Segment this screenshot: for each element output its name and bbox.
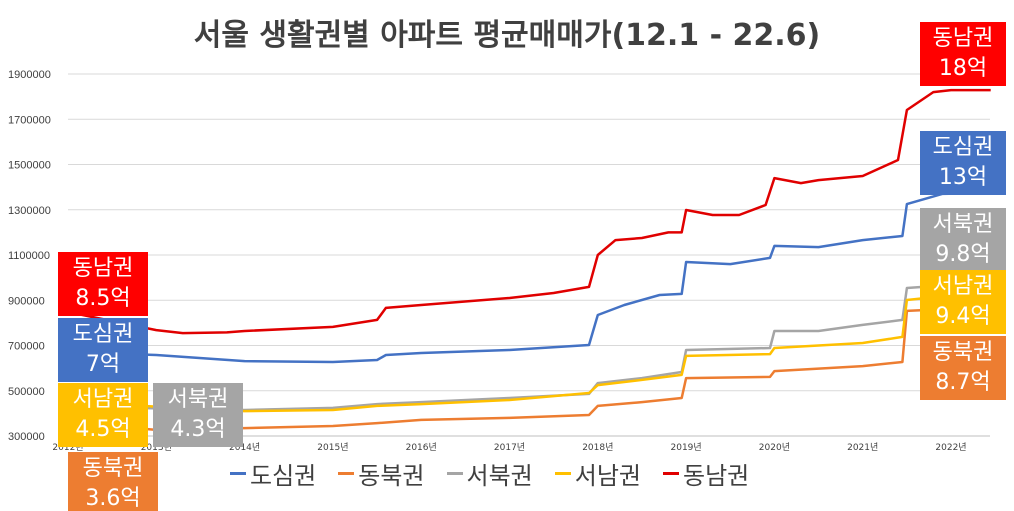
y-tick-label: 700000	[8, 341, 45, 353]
x-tick-label: 2021년	[847, 442, 878, 453]
annotation-price: 9.8억	[935, 242, 991, 267]
annotation-region: 동북권	[82, 456, 144, 481]
annotation-db-start: 동북권 3.6억	[68, 452, 158, 511]
x-tick-label: 2017년	[494, 442, 525, 453]
x-tick-label: 2014년	[229, 442, 260, 453]
annotation-price: 4.3억	[170, 417, 226, 442]
legend-swatch	[446, 472, 463, 475]
series-line-1	[67, 191, 991, 364]
annotation-region: 동남권	[72, 256, 134, 281]
annotation-region: 도심권	[72, 322, 134, 347]
x-tick-label: 2018년	[582, 442, 613, 453]
annotation-sn-end: 서남권 9.4억	[920, 270, 1006, 334]
legend-label: 동북권	[358, 462, 425, 490]
y-tick-label: 1900000	[8, 69, 51, 81]
legend-swatch	[338, 472, 355, 475]
annotation-db-end: 동북권 8.7억	[920, 336, 1006, 400]
x-tick-label: 2012년	[52, 442, 83, 453]
y-tick-label: 1100000	[8, 250, 50, 262]
annotation-sb-start: 서북권 4.3억	[153, 383, 243, 447]
legend-item: 동남권	[663, 456, 749, 491]
series-line-2	[67, 305, 991, 432]
legend-item: 서남권	[554, 456, 641, 491]
y-tick-label: 1500000	[8, 160, 51, 172]
legend-item: 서북권	[446, 456, 533, 491]
x-tick-label: 2016년	[406, 442, 437, 453]
annotation-price: 8.5억	[75, 286, 131, 311]
annotation-region: 동남권	[932, 26, 994, 51]
annotation-dt-end: 도심권 13억	[920, 131, 1006, 195]
x-tick-label: 2019년	[671, 442, 702, 453]
annotation-price: 7억	[85, 352, 121, 377]
annotation-se-end: 동남권 18억	[920, 22, 1006, 86]
annotation-price: 18억	[938, 56, 988, 81]
legend-swatch	[554, 472, 571, 475]
annotation-region: 서남권	[932, 274, 994, 299]
y-tick-label: 300000	[8, 431, 45, 443]
annotation-price: 8.7억	[935, 370, 991, 395]
annotation-region: 서북권	[932, 212, 994, 237]
series-line-3	[67, 280, 991, 412]
annotation-price: 3.6억	[85, 486, 141, 511]
x-tick-label: 2020년	[759, 442, 790, 453]
legend-swatch	[230, 472, 246, 475]
annotation-sb-end: 서북권 9.8억	[920, 208, 1006, 272]
annotation-region: 동북권	[932, 340, 994, 365]
annotation-region: 도심권	[932, 135, 994, 160]
series-line-5	[67, 88, 991, 335]
legend-item: 도심권	[230, 456, 316, 491]
annotation-se-start: 동남권 8.5억	[58, 252, 148, 316]
annotation-region: 서북권	[167, 387, 229, 412]
annotation-price: 13억	[938, 165, 988, 190]
annotation-region: 서남권	[72, 387, 134, 412]
annotation-dt-start: 도심권 7억	[58, 318, 148, 382]
annotation-price: 4.5억	[75, 417, 131, 442]
legend-label: 서북권	[466, 462, 533, 490]
y-tick-label: 1700000	[8, 114, 51, 126]
y-tick-label: 1300000	[8, 205, 51, 217]
y-tick-label: 500000	[8, 386, 45, 398]
annotation-sn-start: 서남권 4.5억	[58, 383, 148, 447]
series-line-4	[67, 289, 991, 413]
x-tick-label: 2013년	[141, 442, 172, 453]
chart-title: 서울 생활권별 아파트 평균매매가(12.1 - 22.6)	[193, 18, 821, 53]
annotation-price: 9.4억	[935, 304, 991, 329]
y-tick-label: 900000	[8, 295, 45, 307]
legend-label: 서남권	[574, 462, 641, 490]
legend: 도심권 동북권 서북권 서남권 동남권	[230, 456, 749, 491]
legend-item: 동북권	[338, 456, 425, 491]
legend-swatch	[663, 472, 679, 475]
legend-label: 도심권	[250, 462, 317, 490]
x-tick-label: 2015년	[317, 442, 348, 453]
legend-label: 동남권	[683, 462, 750, 490]
x-tick-label: 2022년	[935, 442, 966, 453]
